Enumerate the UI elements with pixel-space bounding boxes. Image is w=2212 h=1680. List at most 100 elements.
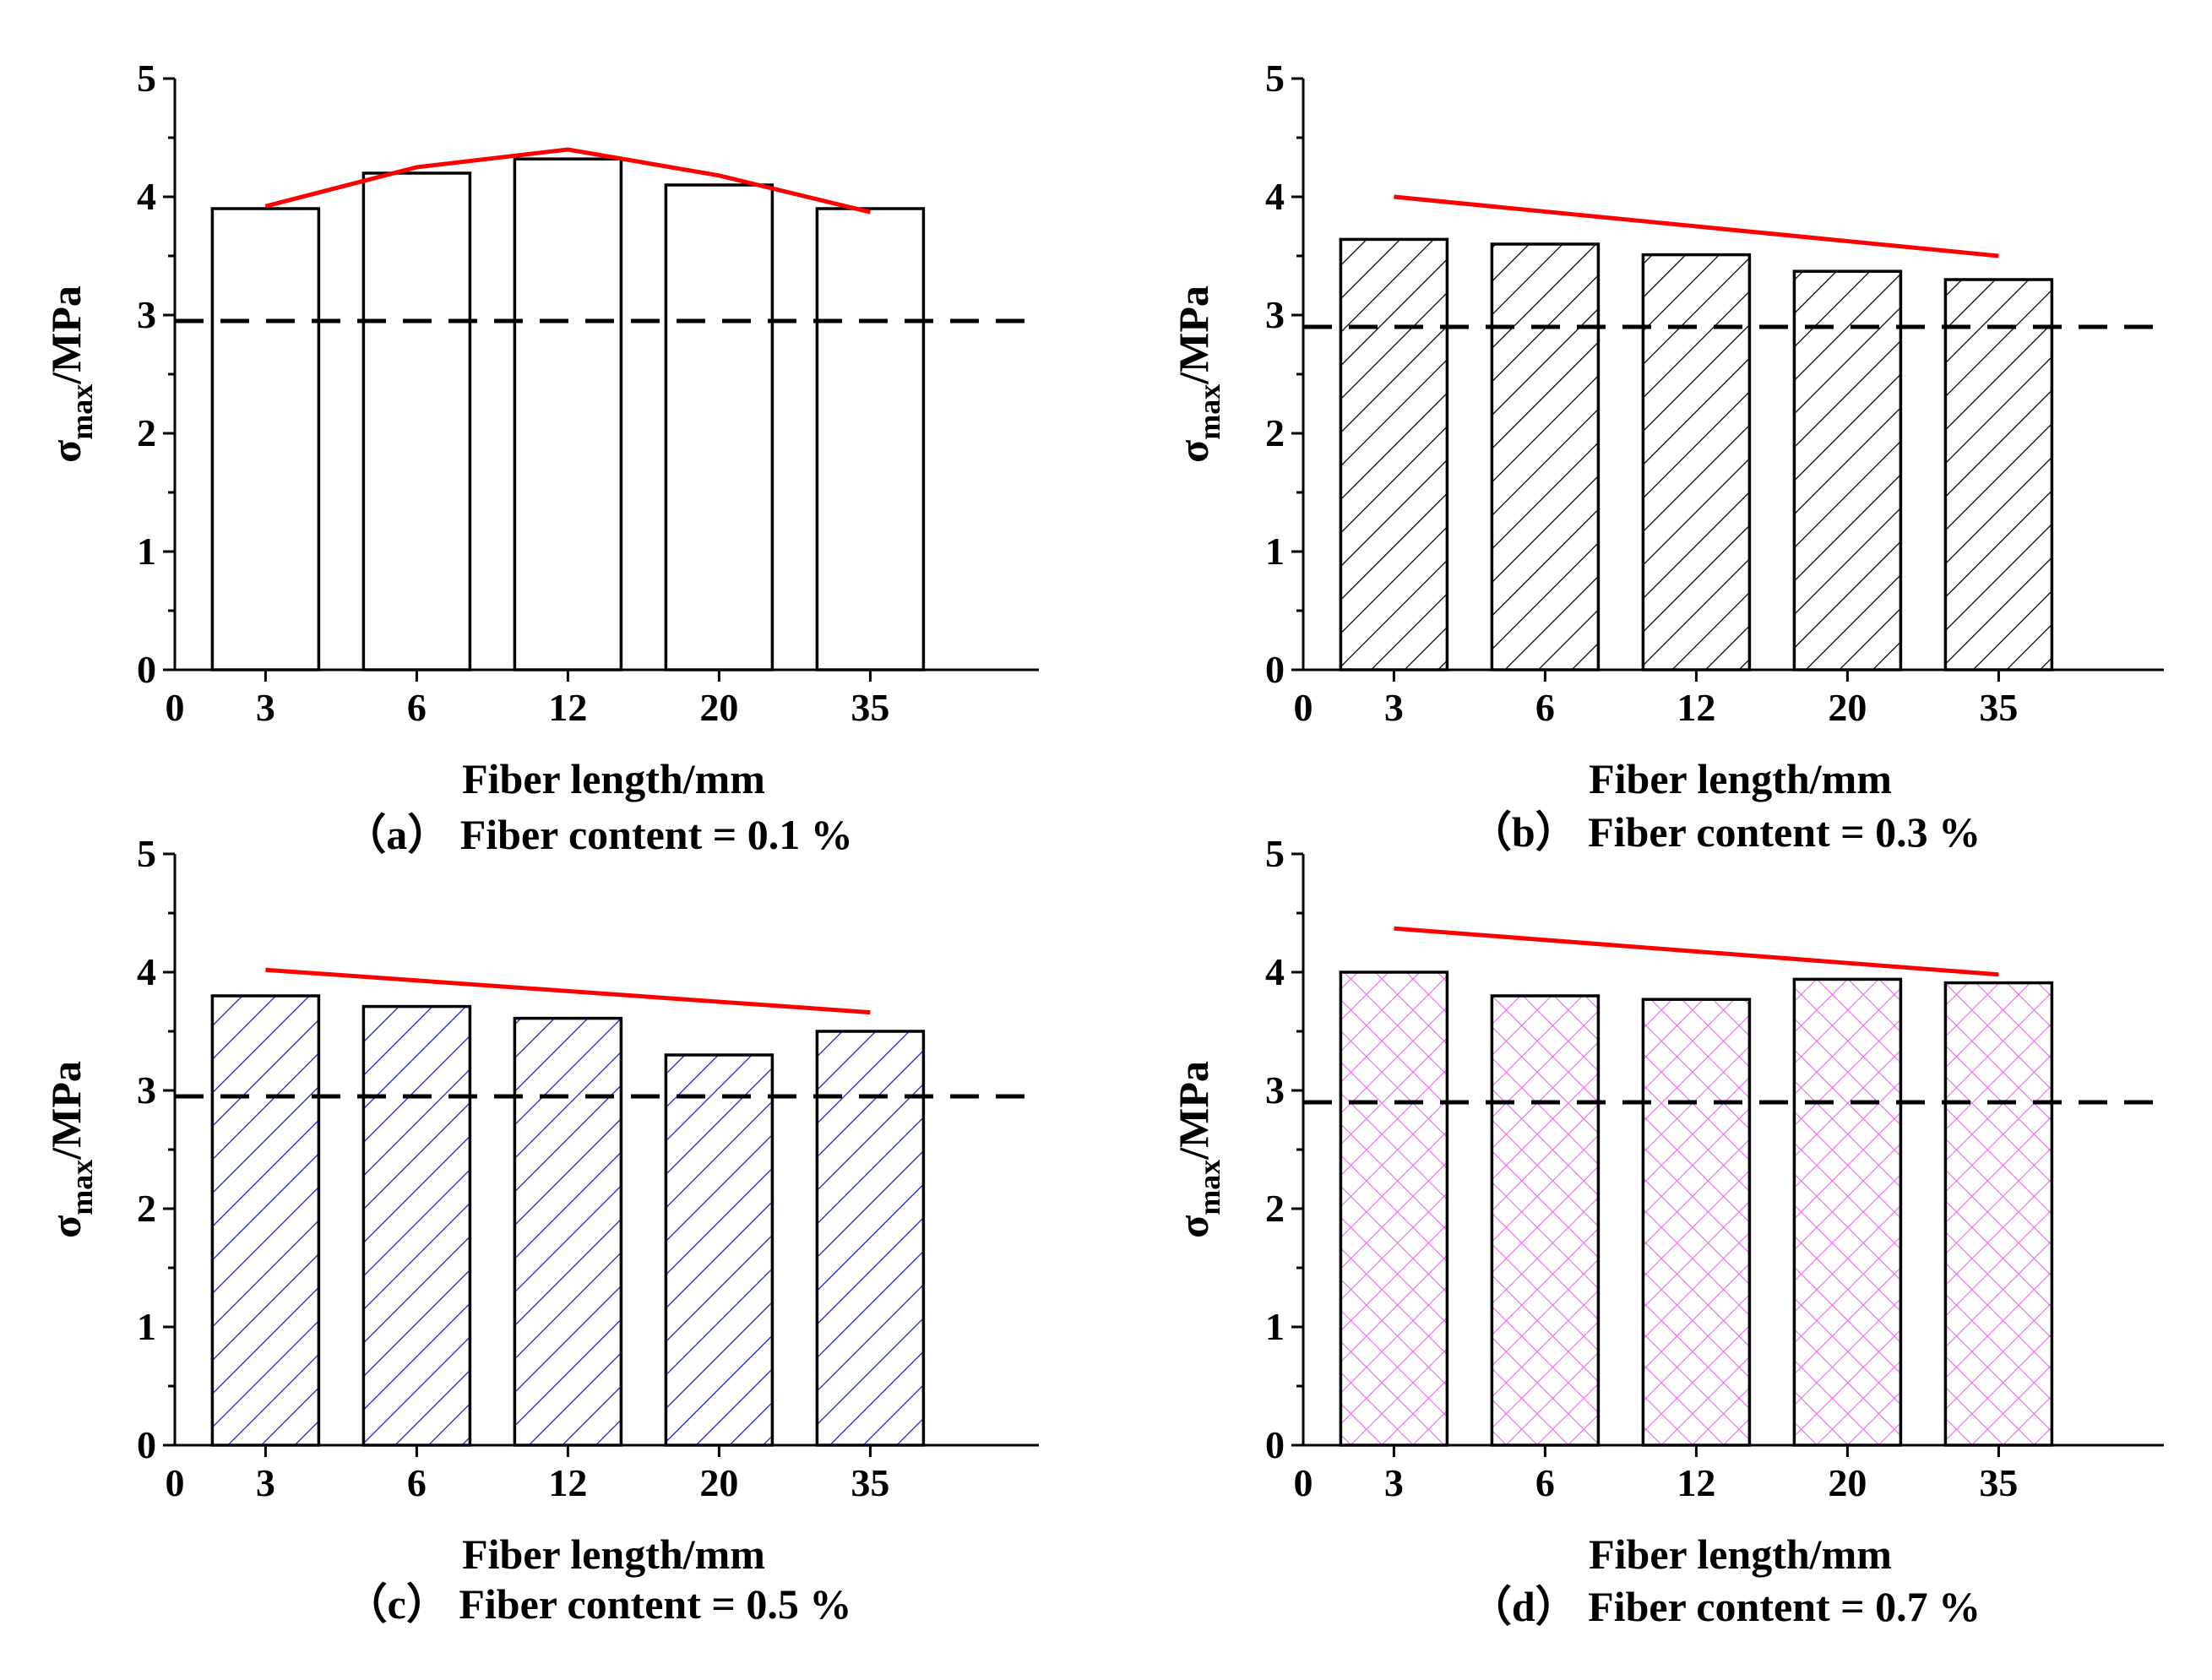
panel-caption: （a） Fiber content = 0.1 %	[344, 811, 853, 858]
x-tick-label: 3	[1384, 1461, 1404, 1504]
y-axis-title-symbol: σ	[42, 440, 90, 463]
trend-line	[1394, 194, 1999, 258]
y-axis-title-unit: /MPa	[1170, 285, 1217, 385]
y-tick-label: 5	[137, 832, 156, 875]
x-tick-label: 20	[1828, 1461, 1867, 1504]
y-tick-label: 1	[1265, 1305, 1285, 1348]
bar-3	[210, 994, 321, 1447]
x-axis-title: Fiber length/mm	[1589, 755, 1892, 802]
y-axis-title: σmax/MPa	[42, 1061, 99, 1238]
y-tick-label: 5	[1265, 57, 1285, 100]
x-axis-title: Fiber length/mm	[462, 1530, 765, 1578]
x-tick-label: 0	[166, 1461, 185, 1504]
x-tick-label: 20	[699, 686, 738, 729]
y-axis-title: σmax/MPa	[42, 285, 99, 463]
bar-3	[1339, 970, 1449, 1447]
y-axis-title: σmax/MPa	[1170, 285, 1226, 463]
bar-35	[1943, 278, 2054, 671]
x-tick-label: 3	[1384, 686, 1404, 729]
y-tick-label: 0	[1265, 648, 1285, 691]
y-tick-label: 2	[137, 1187, 156, 1230]
x-tick-label: 6	[1535, 1461, 1555, 1504]
x-tick-label: 3	[256, 686, 275, 729]
y-tick-label: 1	[137, 1305, 156, 1348]
y-axis-title-symbol: σ	[42, 1215, 90, 1238]
panel-caption: （c） Fiber content = 0.5 %	[345, 1580, 852, 1628]
x-tick-label: 12	[548, 686, 587, 729]
x-axis-title: Fiber length/mm	[1589, 1530, 1892, 1578]
trend-line	[265, 967, 871, 1015]
x-tick-label: 0	[166, 686, 185, 729]
x-tick-label: 35	[1979, 1461, 2018, 1504]
y-axis-title-symbol: σ	[1170, 1215, 1217, 1238]
y-axis-title-subscript: max	[65, 384, 99, 440]
y-tick-label: 3	[1265, 293, 1285, 336]
y-tick-label: 4	[137, 950, 156, 993]
x-tick-label: 35	[851, 686, 889, 729]
y-tick-label: 3	[137, 1068, 156, 1112]
bar-6	[1490, 994, 1601, 1447]
y-tick-label: 5	[137, 57, 156, 100]
y-tick-label: 1	[1265, 530, 1285, 573]
bar-6	[361, 1004, 472, 1447]
y-axis-title-unit: /MPa	[1170, 1061, 1217, 1161]
trend-line	[264, 147, 871, 215]
bar-3	[210, 207, 321, 671]
bar-3	[1339, 237, 1449, 671]
bar-12	[513, 1016, 623, 1447]
panel-caption: （b） Fiber content = 0.3 %	[1470, 808, 1981, 856]
y-axis-title-subscript: max	[1193, 384, 1226, 440]
bar-12	[1641, 998, 1752, 1447]
x-tick-label: 3	[256, 1461, 275, 1504]
x-tick-label: 12	[548, 1461, 587, 1504]
y-tick-label: 5	[1265, 832, 1285, 875]
bar-20	[1792, 269, 1903, 671]
y-tick-label: 0	[1265, 1423, 1285, 1466]
bar-35	[815, 207, 926, 671]
bar-6	[361, 171, 472, 671]
y-axis-title: σmax/MPa	[1170, 1061, 1226, 1238]
bar-12	[1641, 253, 1752, 671]
x-tick-label: 20	[699, 1461, 738, 1504]
x-tick-label: 12	[1677, 1461, 1715, 1504]
y-axis-title-symbol: σ	[1170, 440, 1217, 463]
y-tick-label: 3	[1265, 1068, 1285, 1112]
bar-35	[815, 1030, 926, 1447]
x-tick-label: 0	[1294, 686, 1313, 729]
x-tick-label: 6	[1535, 686, 1555, 729]
y-tick-label: 2	[137, 411, 156, 454]
bar-20	[664, 183, 774, 671]
y-tick-label: 4	[1265, 175, 1285, 218]
x-tick-label: 0	[1294, 1461, 1313, 1504]
x-tick-label: 20	[1828, 686, 1867, 729]
bar-12	[513, 157, 623, 671]
x-tick-label: 6	[407, 686, 427, 729]
y-tick-label: 4	[137, 175, 156, 218]
bar-20	[1792, 977, 1903, 1447]
x-tick-label: 35	[1979, 686, 2018, 729]
bar-6	[1490, 242, 1601, 671]
y-axis-title-unit: /MPa	[42, 1061, 90, 1161]
x-tick-label: 35	[851, 1461, 889, 1504]
y-tick-label: 0	[137, 648, 156, 691]
y-axis-title-subscript: max	[65, 1160, 99, 1215]
x-axis-title: Fiber length/mm	[462, 755, 765, 802]
y-tick-label: 0	[137, 1423, 156, 1466]
y-tick-label: 2	[1265, 1187, 1285, 1230]
y-tick-label: 3	[137, 293, 156, 336]
y-tick-label: 2	[1265, 411, 1285, 454]
y-axis-title-subscript: max	[1193, 1160, 1226, 1215]
y-tick-label: 1	[137, 530, 156, 573]
y-tick-label: 4	[1265, 950, 1285, 993]
trend-line	[1394, 926, 1999, 977]
y-axis-title-unit: /MPa	[42, 285, 90, 385]
bar-35	[1943, 981, 2054, 1447]
panel-caption: （d） Fiber content = 0.7 %	[1470, 1583, 1981, 1630]
x-tick-label: 6	[407, 1461, 427, 1504]
x-tick-label: 12	[1677, 686, 1715, 729]
